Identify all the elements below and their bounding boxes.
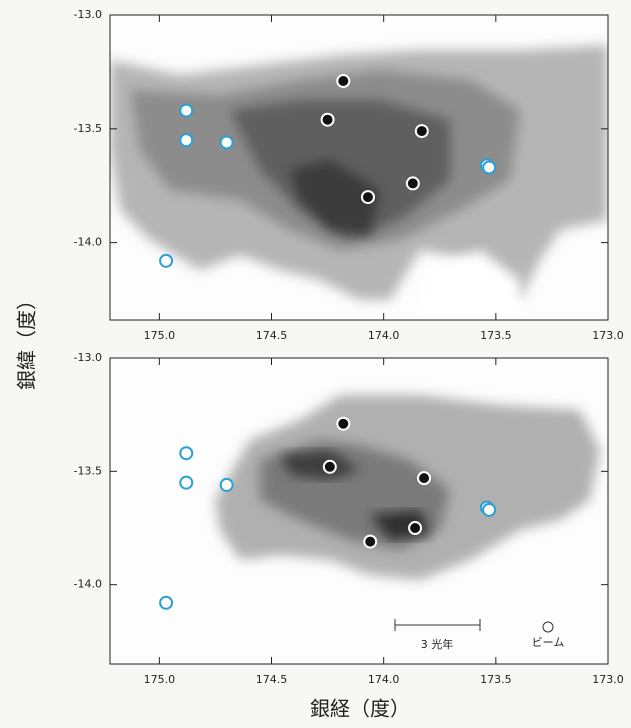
figure: 3 光年 ビーム 銀経（度） 銀緯（度） 175.0 174.5 174.0 173.… — [0, 0, 631, 724]
x-tick-label: 173.0 — [592, 329, 624, 342]
data-point — [337, 75, 349, 87]
beam-label: ビーム — [532, 636, 565, 649]
x-axis-label: 銀経（度） — [310, 697, 410, 721]
data-point — [362, 191, 374, 203]
y-tick-label: -13.0 — [74, 8, 102, 21]
x-tick-label: 174.5 — [256, 673, 288, 686]
y-tick-label: -13.0 — [74, 351, 102, 364]
scale-label: 3 光年 — [421, 637, 454, 651]
data-point — [180, 447, 192, 459]
data-point — [221, 479, 233, 491]
data-point — [337, 418, 349, 430]
x-tick-label: 174.0 — [368, 673, 400, 686]
data-point — [364, 536, 376, 548]
data-point — [160, 255, 172, 267]
x-tick-label: 173.0 — [592, 673, 624, 686]
y-tick-label: -13.5 — [74, 122, 102, 135]
y-tick-label: -14.0 — [74, 236, 102, 249]
data-point — [407, 177, 419, 189]
data-point — [416, 125, 428, 137]
data-point — [180, 477, 192, 489]
data-point — [418, 472, 430, 484]
data-point — [180, 105, 192, 117]
data-point — [322, 114, 334, 126]
data-point — [160, 597, 172, 609]
y-axis-label: 銀緯（度） — [15, 290, 39, 390]
data-point — [221, 136, 233, 148]
x-tick-label: 174.5 — [256, 329, 288, 342]
data-point — [409, 522, 421, 534]
data-point — [483, 162, 495, 174]
x-tick-label: 173.5 — [480, 329, 512, 342]
x-tick-label: 174.0 — [368, 329, 400, 342]
x-tick-label: 175.0 — [144, 329, 176, 342]
y-tick-label: -13.5 — [74, 464, 102, 477]
y-tick-label: -14.0 — [74, 578, 102, 591]
x-tick-label: 173.5 — [480, 673, 512, 686]
data-point — [324, 461, 336, 473]
data-point — [180, 134, 192, 146]
x-tick-label: 175.0 — [144, 673, 176, 686]
data-point — [483, 504, 495, 516]
